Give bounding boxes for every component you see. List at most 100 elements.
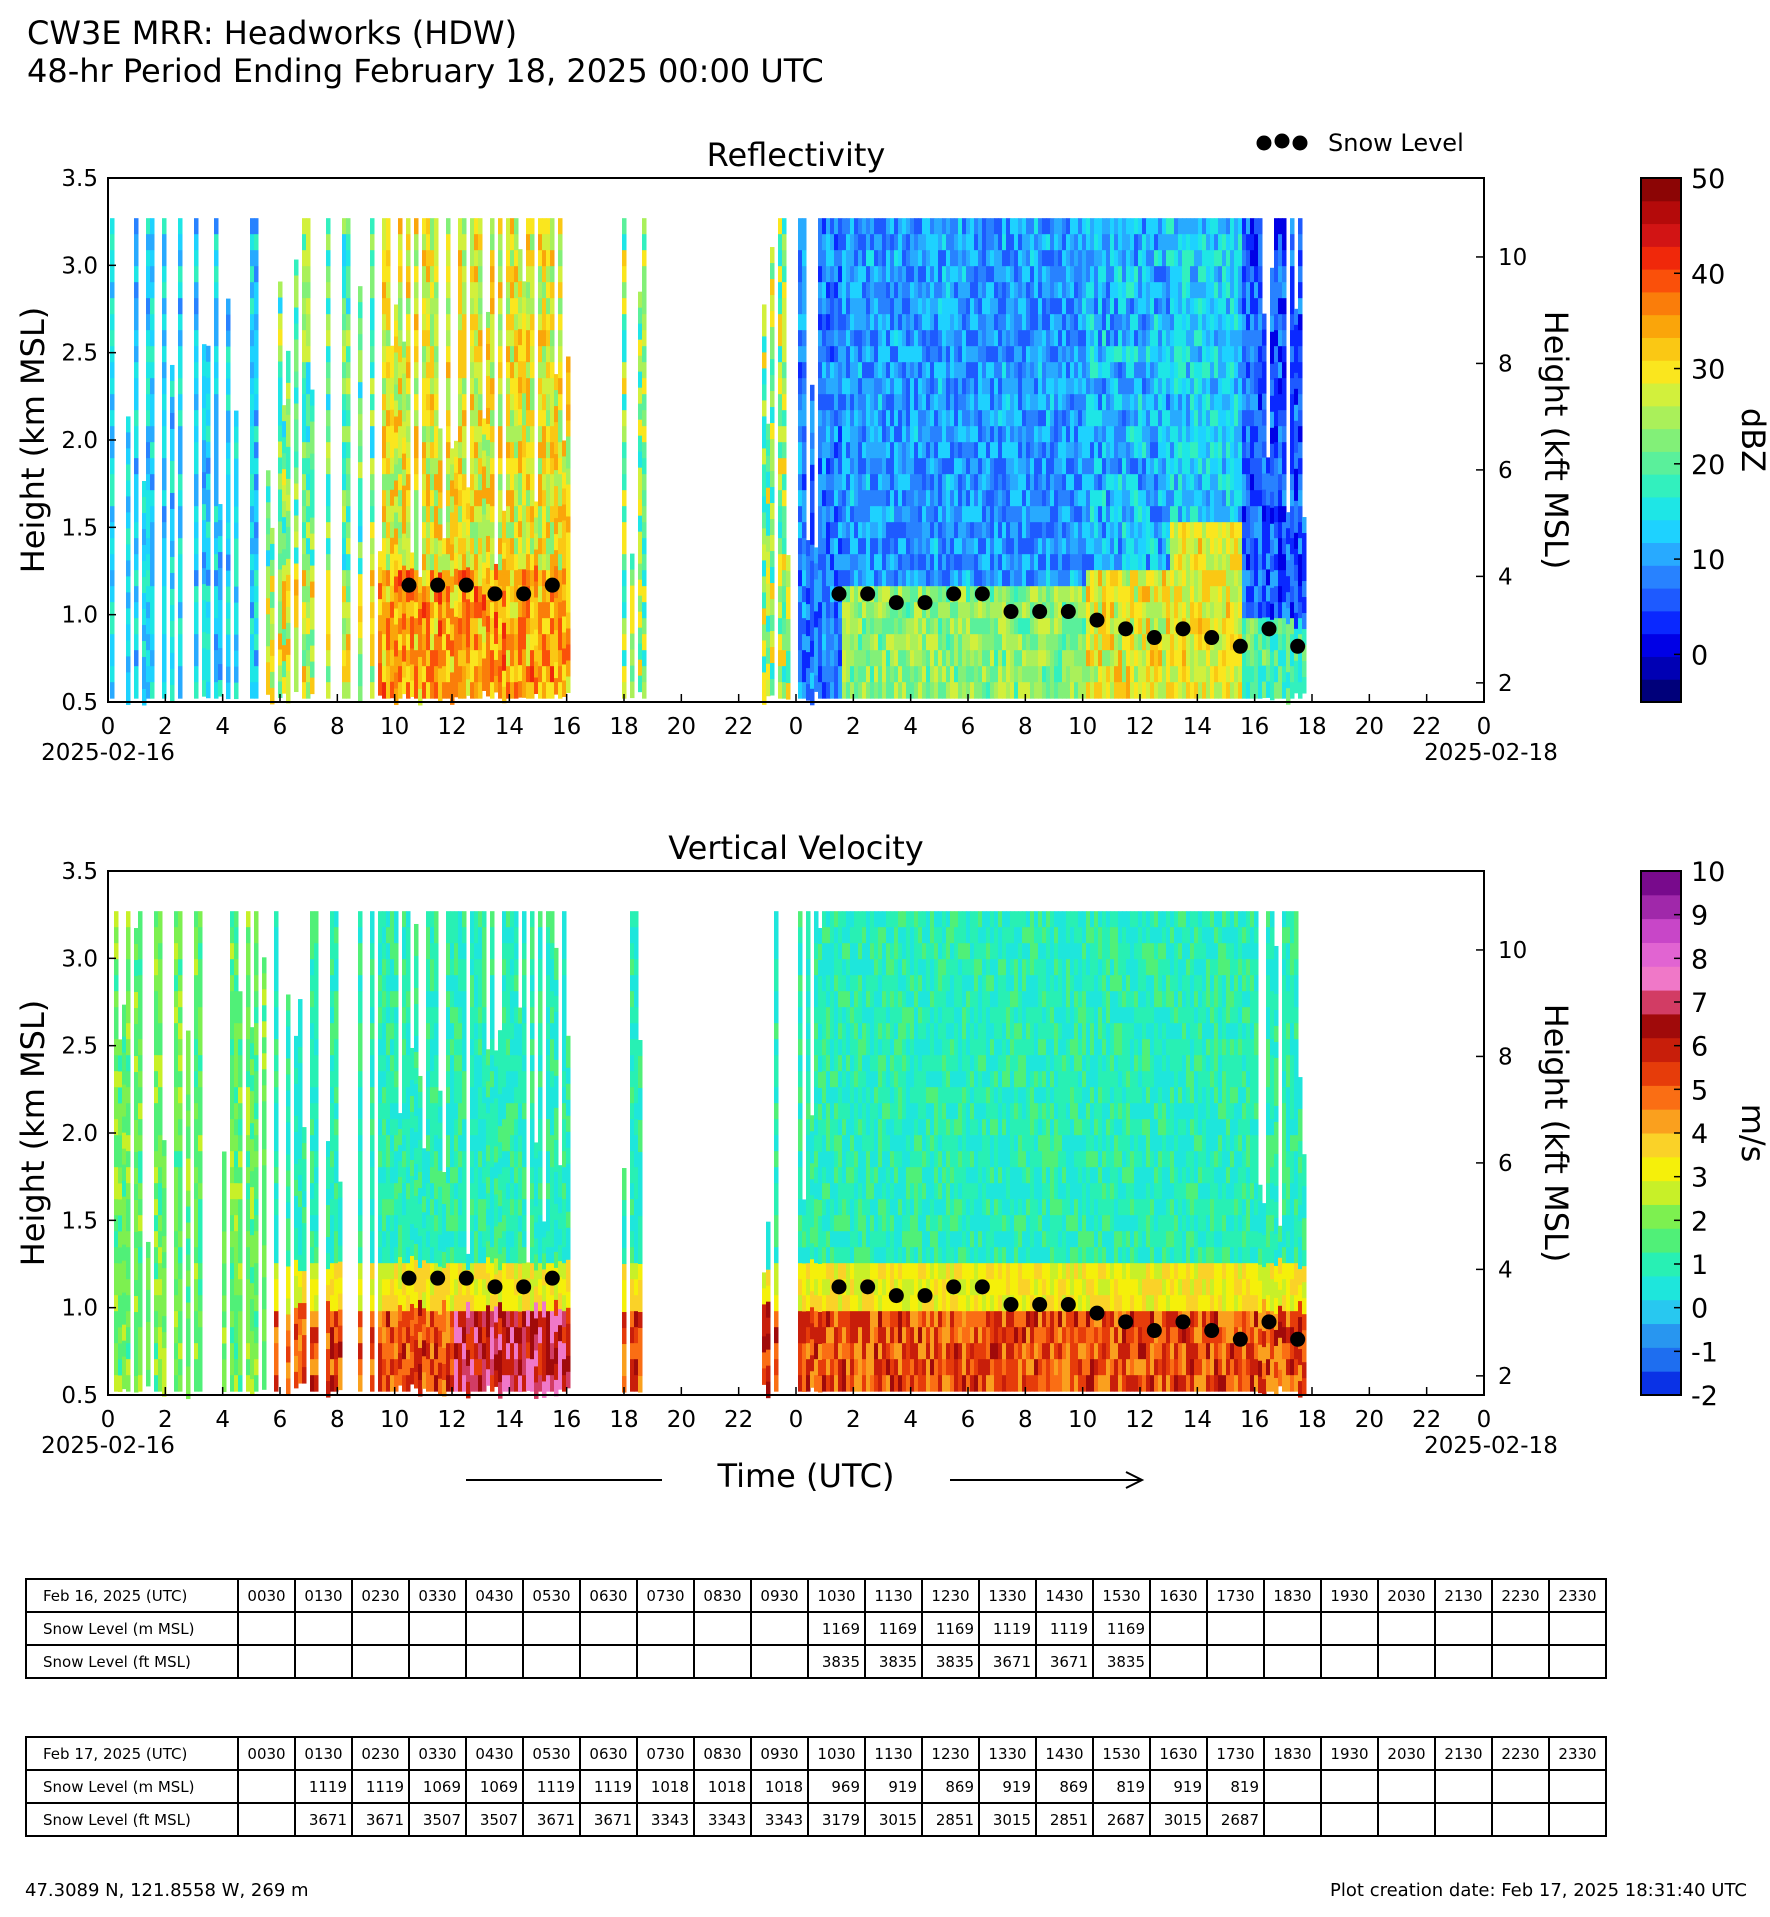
xtick-label: 14	[1183, 714, 1212, 740]
snow-level-cell: 919	[864, 1769, 923, 1804]
snow-level-cell: 1069	[408, 1769, 467, 1804]
colorbar-tick: 40	[1691, 259, 1725, 290]
snow-level-cell	[1377, 1802, 1436, 1837]
snow-level-cell: 2687	[1092, 1802, 1151, 1837]
xtick-label: 14	[495, 1407, 524, 1433]
snow-level-cell: 3835	[807, 1644, 866, 1679]
ytick-right: 4	[1498, 564, 1513, 590]
snow-level-point	[1232, 1331, 1248, 1347]
snow-level-point	[1175, 621, 1191, 637]
xtick-label: 12	[437, 1407, 466, 1433]
snow-level-cell	[693, 1611, 752, 1646]
colorbar-tick: 4	[1691, 1119, 1708, 1150]
snow-level-point	[1204, 1323, 1220, 1339]
snow-level-cell	[294, 1644, 353, 1679]
snow-level-cell	[1320, 1644, 1379, 1679]
snow-level-cell	[1548, 1644, 1607, 1679]
colorbar-tick: 7	[1691, 988, 1708, 1019]
time-header-cell: 2130	[1434, 1578, 1493, 1613]
snow-level-cell: 3671	[579, 1802, 638, 1837]
time-header-cell: 0930	[750, 1736, 809, 1771]
ylabel-right-1: Height (kft MSL)	[1537, 311, 1575, 570]
snow-level-cell: 3671	[978, 1644, 1037, 1679]
time-header-cell: 1530	[1092, 1578, 1151, 1613]
xtick-label: 0	[789, 1407, 804, 1433]
time-header-cell: 2030	[1377, 1736, 1436, 1771]
snow-level-table-day2: Feb 17, 2025 (UTC) 0030 0130 0230 0330 0430 05…	[25, 1736, 1607, 1837]
xtick-label: 22	[1412, 714, 1441, 740]
snow-level-cell	[351, 1644, 410, 1679]
xtick-label: 22	[724, 1407, 753, 1433]
snow-level-point	[974, 586, 990, 602]
xtick-label: 20	[667, 1407, 696, 1433]
snow-level-cell	[1377, 1769, 1436, 1804]
xtick-label: 4	[215, 714, 230, 740]
colorbar-tick: 2	[1691, 1206, 1708, 1237]
snow-level-point	[831, 586, 847, 602]
snow-level-cell	[1320, 1769, 1379, 1804]
snow-level-cell	[1149, 1644, 1208, 1679]
colorbar-tick: -1	[1691, 1337, 1718, 1368]
snow-level-cell: 3015	[1149, 1802, 1208, 1837]
snow-level-point	[1146, 1323, 1162, 1339]
time-header-cell: 0930	[750, 1578, 809, 1613]
snow-level-cell	[237, 1769, 296, 1804]
xtick-label: 4	[215, 1407, 230, 1433]
ylabel-right-2: Height (kft MSL)	[1537, 1004, 1575, 1263]
ytick-left: 1.0	[61, 603, 98, 629]
snow-level-point	[1232, 638, 1248, 654]
xtick-label: 14	[1183, 1407, 1212, 1433]
ytick-right: 10	[1498, 938, 1527, 964]
snow-level-cell	[1434, 1644, 1493, 1679]
time-header-cell: 2230	[1491, 1578, 1550, 1613]
xtick-label: 4	[903, 714, 918, 740]
xtick-label: 0	[101, 714, 116, 740]
snow-level-cell	[1491, 1769, 1550, 1804]
snow-level-cell: 1169	[921, 1611, 980, 1646]
time-header-cell: 1730	[1206, 1578, 1265, 1613]
xtick-label: 2	[846, 1407, 861, 1433]
snow-level-cell: 1169	[1092, 1611, 1151, 1646]
colorbar-tick: -2	[1691, 1381, 1718, 1412]
time-header-cell: 0430	[465, 1736, 524, 1771]
snow-level-point	[1032, 604, 1048, 620]
ytick-left: 3.5	[61, 166, 98, 192]
row-label: Snow Level (m MSL)	[25, 1769, 239, 1804]
snow-level-point	[1175, 1314, 1191, 1330]
snow-level-point	[860, 1279, 876, 1295]
time-header-cell: 0430	[465, 1578, 524, 1613]
xtick-label: 10	[380, 714, 409, 740]
xtick-label: 18	[1297, 714, 1326, 740]
time-header-cell: 0630	[579, 1736, 638, 1771]
arrow-head	[1125, 1471, 1145, 1489]
row-label: Snow Level (m MSL)	[25, 1611, 239, 1646]
snow-level-cell: 3015	[978, 1802, 1037, 1837]
panel-title-2: Vertical Velocity	[668, 829, 923, 867]
xtick-label: 4	[903, 1407, 918, 1433]
snow-level-cell: 3835	[864, 1644, 923, 1679]
xtick-label: 18	[609, 714, 638, 740]
colorbar-tick: 30	[1691, 355, 1725, 386]
snow-level-cell: 1018	[750, 1769, 809, 1804]
legend-marker	[1256, 135, 1272, 151]
xtick-label: 14	[495, 714, 524, 740]
xtick-label: 20	[667, 714, 696, 740]
table-row: Snow Level (ft MSL) 3835 3835 3835 3671 3671 3…	[25, 1644, 1607, 1679]
snow-level-point	[917, 1288, 933, 1304]
time-header-cell: 1530	[1092, 1736, 1151, 1771]
time-header-cell: 0730	[636, 1736, 695, 1771]
time-header-cell: 1030	[807, 1578, 866, 1613]
snow-level-point	[458, 1270, 474, 1286]
snow-level-cell: 869	[1035, 1769, 1094, 1804]
snow-level-cell	[1548, 1769, 1607, 1804]
xtick-label: 6	[961, 1407, 976, 1433]
time-header-cell: 1830	[1263, 1736, 1322, 1771]
snow-level-cell: 1119	[522, 1769, 581, 1804]
colorbar-tick: 1	[1691, 1250, 1708, 1281]
snow-level-cell: 1119	[1035, 1611, 1094, 1646]
snow-level-cell	[1434, 1769, 1493, 1804]
snow-level-cell	[1263, 1802, 1322, 1837]
time-header-cell: 2330	[1548, 1578, 1607, 1613]
snow-level-point	[1089, 612, 1105, 628]
snow-level-cell	[1377, 1611, 1436, 1646]
